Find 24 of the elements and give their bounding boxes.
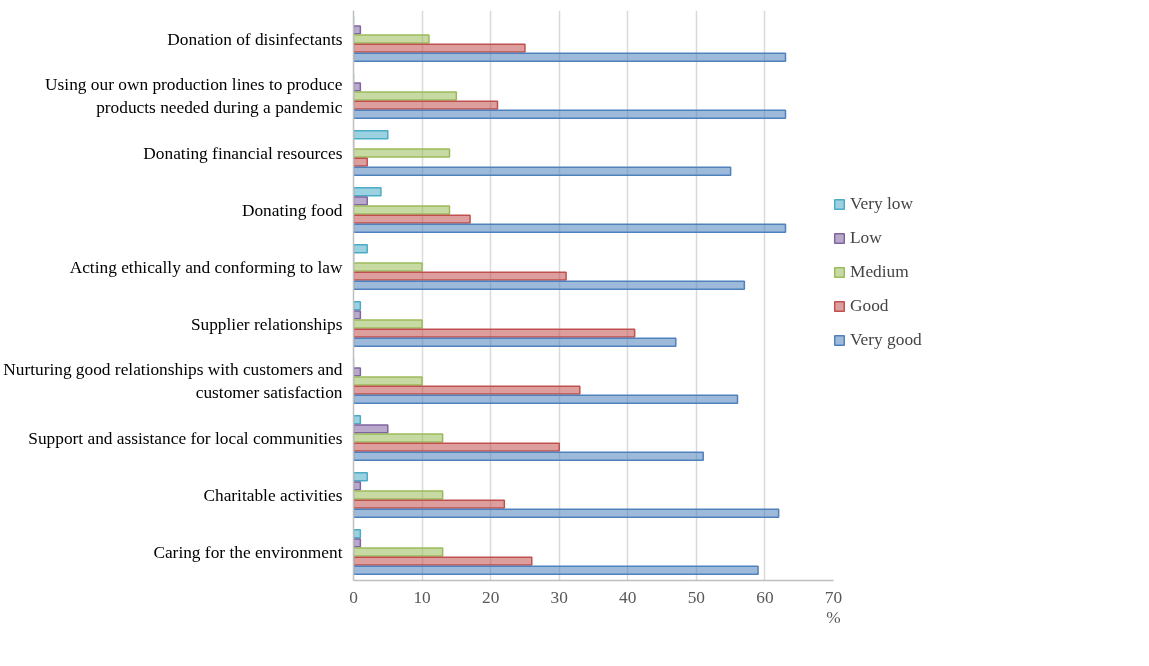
legend-label: Medium xyxy=(850,262,909,282)
legend-label: Very low xyxy=(850,194,914,214)
x-tick-label: 10 xyxy=(413,587,431,607)
y-tick-label: Using our own production lines to produce products needed during a pandemic xyxy=(45,75,343,117)
y-tick-label: Donating financial resources xyxy=(143,143,343,163)
y-tick-label: Caring for the environment xyxy=(153,542,343,562)
x-tick-label: 20 xyxy=(481,587,500,607)
legend-label: Low xyxy=(850,228,882,248)
y-tick-label: Nurturing good relationships with customers and customer satisfaction xyxy=(3,360,343,402)
y-tick-label: Acting ethically and conforming to law xyxy=(69,257,343,277)
legend-label: Good xyxy=(850,296,889,316)
y-tick-label: Support and assistance for local communities xyxy=(28,428,343,448)
y-tick-label: Supplier relationships xyxy=(190,314,343,334)
x-tick-label: 70 xyxy=(824,587,843,607)
x-axis-title: % xyxy=(826,607,841,627)
x-tick-label: 50 xyxy=(687,587,706,607)
x-tick-label: 30 xyxy=(550,587,568,607)
y-tick-label: Donating food xyxy=(241,200,343,220)
legend-label: Very good xyxy=(850,330,922,350)
x-tick-label: 60 xyxy=(756,587,774,607)
y-tick-label: Donation of disinfectants xyxy=(167,29,343,49)
x-tick-label: 0 xyxy=(349,587,358,607)
x-tick-label: 40 xyxy=(619,587,637,607)
y-tick-label: Charitable activities xyxy=(203,485,343,505)
